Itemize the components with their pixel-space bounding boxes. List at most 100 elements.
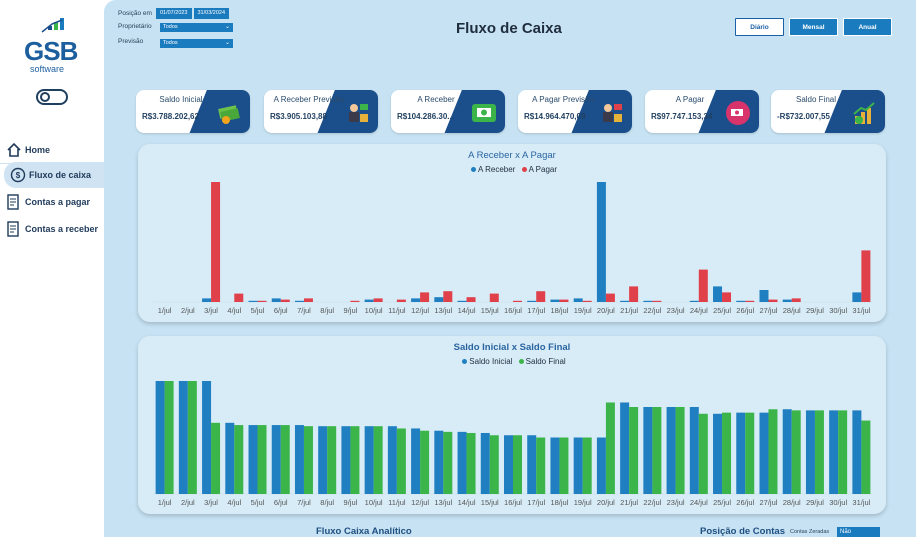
bar-saldo-inicial-25-jul[interactable] [713,413,723,494]
bar-saldo-final-11-jul[interactable] [396,428,406,494]
bar-saldo-final-6-jul[interactable] [280,425,290,494]
sidebar-item-contas-a-receber[interactable]: Contas a receber [0,216,104,242]
bar-a-pagar-6-jul[interactable] [280,299,290,302]
bar-a-pagar-7-jul[interactable] [303,298,313,302]
bar-a-pagar-17-jul[interactable] [536,291,546,302]
bar-a-receber-12-jul[interactable] [411,298,421,302]
bar-saldo-inicial-3-jul[interactable] [202,381,212,494]
bar-a-receber-6-jul[interactable] [271,298,281,302]
bar-saldo-inicial-18-jul[interactable] [550,437,560,495]
bar-saldo-inicial-27-jul[interactable] [759,412,769,494]
mensal-button[interactable]: Mensal [789,18,838,36]
bar-saldo-inicial-14-jul[interactable] [457,431,467,494]
bar-a-pagar-3-jul[interactable] [211,182,221,302]
bar-saldo-final-15-jul[interactable] [489,435,499,494]
bar-saldo-inicial-22-jul[interactable] [643,406,653,494]
bar-saldo-final-16-jul[interactable] [513,435,522,494]
bar-saldo-final-29-jul[interactable] [814,410,824,494]
bar-saldo-final-21-jul[interactable] [629,406,639,494]
bar-saldo-final-13-jul[interactable] [443,431,453,494]
bar-saldo-final-18-jul[interactable] [559,437,569,495]
bar-a-pagar-26-jul[interactable] [745,300,755,302]
date-start-field[interactable]: 01/07/2023 [155,8,192,19]
bar-saldo-inicial-16-jul[interactable] [504,435,513,494]
bar-saldo-final-2-jul[interactable] [187,381,197,494]
bar-saldo-inicial-2-jul[interactable] [178,381,188,494]
bar-a-receber-26-jul[interactable] [736,300,746,302]
bar-a-receber-28-jul[interactable] [782,299,792,302]
bar-a-pagar-21-jul[interactable] [629,286,639,302]
bar-saldo-final-14-jul[interactable] [466,432,476,494]
bar-saldo-inicial-15-jul[interactable] [480,432,490,494]
bar-a-pagar-10-jul[interactable] [373,298,383,302]
bar-saldo-inicial-28-jul[interactable] [782,409,792,494]
bar-saldo-inicial-17-jul[interactable] [527,435,537,494]
bar-saldo-inicial-5-jul[interactable] [248,425,258,494]
bar-saldo-final-5-jul[interactable] [257,425,267,494]
bar-a-pagar-18-jul[interactable] [559,299,569,302]
bar-saldo-inicial-29-jul[interactable] [805,410,815,494]
bar-a-receber-10-jul[interactable] [364,299,374,302]
bar-saldo-final-24-jul[interactable] [698,413,708,494]
previsao-dropdown[interactable]: Todos ⌄ [160,39,233,48]
bar-a-pagar-4-jul[interactable] [234,293,244,302]
bar-a-receber-24-jul[interactable] [689,300,699,302]
bar-saldo-inicial-4-jul[interactable] [225,422,235,494]
bar-a-pagar-19-jul[interactable] [582,300,592,302]
bar-a-pagar-31-jul[interactable] [861,250,871,302]
bar-saldo-final-8-jul[interactable] [327,426,337,494]
bar-a-pagar-12-jul[interactable] [420,292,430,302]
bar-a-receber-14-jul[interactable] [457,300,467,302]
bar-a-receber-19-jul[interactable] [573,298,583,302]
bar-saldo-inicial-10-jul[interactable] [364,426,374,494]
bar-saldo-final-25-jul[interactable] [722,412,732,494]
bar-saldo-final-12-jul[interactable] [420,430,430,494]
bar-a-pagar-24-jul[interactable] [698,269,708,302]
bar-saldo-final-4-jul[interactable] [234,425,244,494]
bar-a-pagar-20-jul[interactable] [605,293,615,302]
bar-saldo-final-17-jul[interactable] [536,437,546,495]
bar-saldo-inicial-13-jul[interactable] [434,430,444,494]
bar-saldo-inicial-20-jul[interactable] [596,437,606,495]
bar-saldo-inicial-8-jul[interactable] [318,426,328,494]
bar-a-receber-7-jul[interactable] [294,300,304,302]
bar-a-pagar-11-jul[interactable] [396,299,406,302]
bar-a-receber-3-jul[interactable] [202,298,212,302]
proprietario-dropdown[interactable]: Todos ⌄ [160,23,233,32]
bar-saldo-inicial-9-jul[interactable] [341,426,351,494]
bar-saldo-inicial-19-jul[interactable] [573,437,583,495]
bar-saldo-inicial-7-jul[interactable] [294,425,304,494]
bar-saldo-final-30-jul[interactable] [838,410,848,494]
anual-button[interactable]: Anual [843,18,892,36]
bar-a-receber-31-jul[interactable] [852,292,862,302]
bar-a-receber-17-jul[interactable] [527,300,537,302]
bar-saldo-inicial-26-jul[interactable] [736,412,746,494]
bar-a-receber-27-jul[interactable] [759,290,769,302]
contas-zeradas-dropdown[interactable]: Não [837,527,880,537]
bar-a-receber-18-jul[interactable] [550,299,560,302]
date-end-field[interactable]: 31/03/2024 [193,8,230,19]
bar-saldo-final-9-jul[interactable] [350,426,360,494]
bar-saldo-inicial-1-jul[interactable] [155,381,165,494]
bar-saldo-final-23-jul[interactable] [675,406,685,494]
bar-a-pagar-16-jul[interactable] [513,300,522,302]
bar-a-pagar-5-jul[interactable] [257,300,267,302]
bar-a-receber-25-jul[interactable] [713,286,723,302]
bar-saldo-final-22-jul[interactable] [652,406,662,494]
bar-a-receber-13-jul[interactable] [434,297,444,302]
bar-a-pagar-14-jul[interactable] [466,297,476,302]
bar-saldo-final-3-jul[interactable] [211,422,221,494]
bar-saldo-inicial-24-jul[interactable] [689,406,699,494]
bar-a-pagar-25-jul[interactable] [722,292,732,302]
bar-saldo-inicial-12-jul[interactable] [411,428,421,494]
theme-toggle[interactable] [36,89,68,105]
bar-a-pagar-22-jul[interactable] [652,300,662,302]
bar-a-pagar-9-jul[interactable] [350,300,360,302]
bar-saldo-final-7-jul[interactable] [303,426,313,494]
sidebar-item-fluxo-de-caixa[interactable]: $ Fluxo de caixa [4,162,104,188]
sidebar-item-home[interactable]: Home [0,137,104,164]
bar-saldo-final-10-jul[interactable] [373,426,383,494]
bar-a-pagar-13-jul[interactable] [443,291,453,302]
bar-saldo-final-19-jul[interactable] [582,437,592,495]
bar-a-receber-22-jul[interactable] [643,300,653,302]
